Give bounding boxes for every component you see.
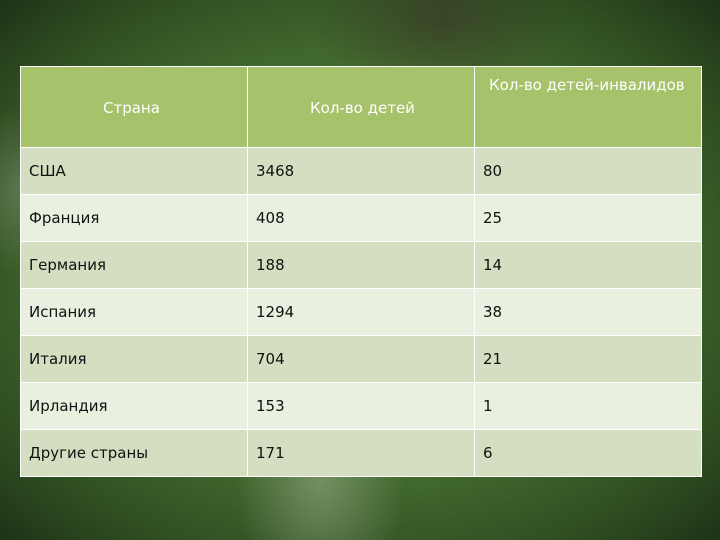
cell-disabled: 6 xyxy=(474,429,702,477)
header-disabled-children-label: Кол-во детей-инвалидов xyxy=(489,76,685,94)
table-row: Франция 408 25 xyxy=(20,194,702,242)
cell-country: Франция xyxy=(20,194,248,242)
cell-children: 153 xyxy=(247,382,475,430)
cell-disabled: 25 xyxy=(474,194,702,242)
cell-disabled: 21 xyxy=(474,335,702,383)
table-row: Германия 188 14 xyxy=(20,241,702,289)
table-header-row: Страна Кол-во детей Кол-во детей-инвалид… xyxy=(20,66,702,148)
header-children-label: Кол-во детей xyxy=(310,99,415,117)
cell-disabled: 14 xyxy=(474,241,702,289)
cell-children: 3468 xyxy=(247,147,475,195)
cell-children: 171 xyxy=(247,429,475,477)
header-country-label: Страна xyxy=(103,99,160,117)
cell-children: 408 xyxy=(247,194,475,242)
table-row: Другие страны 171 6 xyxy=(20,429,702,477)
cell-children: 704 xyxy=(247,335,475,383)
cell-country: Ирландия xyxy=(20,382,248,430)
header-country: Страна xyxy=(20,66,248,148)
header-disabled-children: Кол-во детей-инвалидов xyxy=(474,66,702,148)
cell-disabled: 80 xyxy=(474,147,702,195)
cell-disabled: 1 xyxy=(474,382,702,430)
table-row: Италия 704 21 xyxy=(20,335,702,383)
cell-country: Италия xyxy=(20,335,248,383)
cell-children: 1294 xyxy=(247,288,475,336)
table-row: Испания 1294 38 xyxy=(20,288,702,336)
cell-country: США xyxy=(20,147,248,195)
cell-children: 188 xyxy=(247,241,475,289)
header-children: Кол-во детей xyxy=(247,66,475,148)
cell-country: Германия xyxy=(20,241,248,289)
table-row: США 3468 80 xyxy=(20,147,702,195)
cell-country: Испания xyxy=(20,288,248,336)
table-row: Ирландия 153 1 xyxy=(20,382,702,430)
cell-disabled: 38 xyxy=(474,288,702,336)
cell-country: Другие страны xyxy=(20,429,248,477)
data-table: Страна Кол-во детей Кол-во детей-инвалид… xyxy=(20,66,702,477)
